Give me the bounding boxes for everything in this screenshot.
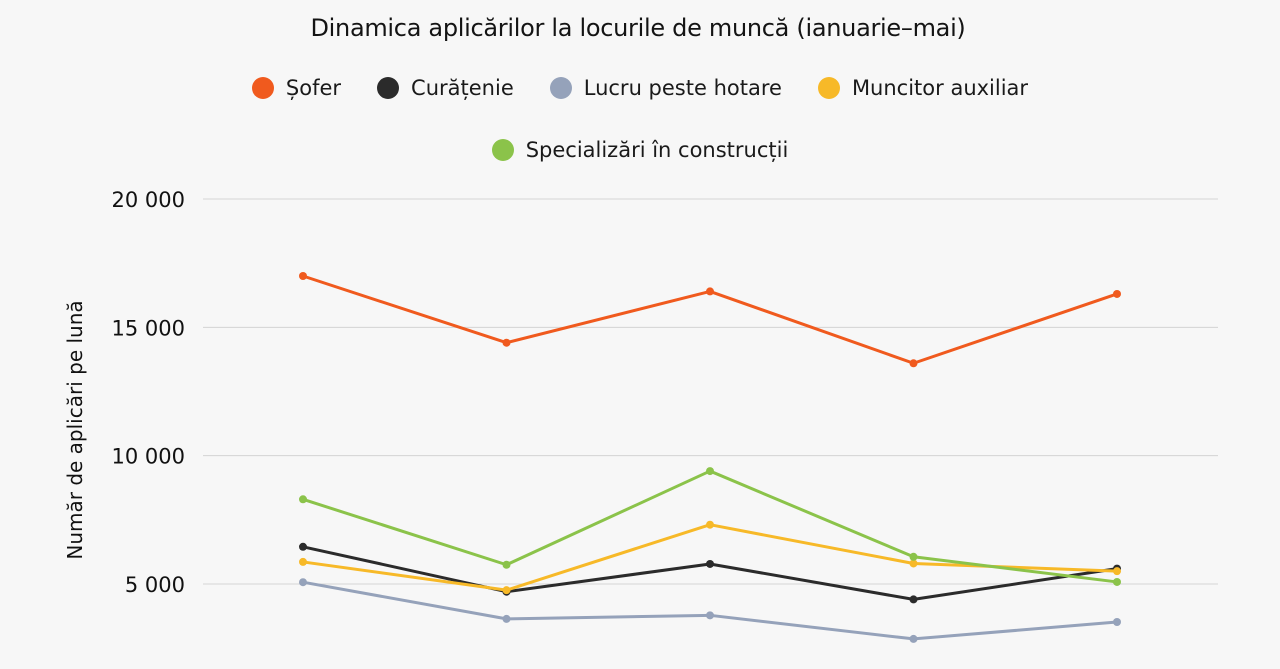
data-point-specializari-constructii[interactable] <box>706 467 714 476</box>
legend-item-sofer[interactable]: Șofer <box>251 76 342 100</box>
data-point-sofer[interactable] <box>909 359 918 368</box>
chart-title: Dinamica aplicărilor la locurile de munc… <box>310 14 966 42</box>
y-axis-ticks: 5 000 10 000 15 000 20 000 <box>112 188 185 597</box>
y-tick-label: 20 000 <box>112 188 185 212</box>
legend-label-curatenie: Curățenie <box>411 76 514 100</box>
series-lucru-peste-hotare <box>299 578 1121 643</box>
legend-row-2: Specializări în construcții <box>0 138 1280 162</box>
data-point-sofer[interactable] <box>706 287 714 296</box>
data-point-muncitor-auxiliar[interactable] <box>706 520 714 529</box>
series-line-curatenie <box>302 545 1118 601</box>
legend-item-specializari-constructii[interactable]: Specializări în construcții <box>491 138 789 162</box>
data-point-specializari-constructii[interactable] <box>502 560 511 569</box>
legend-label-muncitor-auxiliar: Muncitor auxiliar <box>851 76 1029 100</box>
legend-item-lucru-peste-hotare[interactable]: Lucru peste hotare <box>549 76 782 100</box>
data-point-lucru-peste-hotare[interactable] <box>502 614 511 623</box>
data-point-muncitor-auxiliar[interactable] <box>299 557 307 566</box>
data-point-lucru-peste-hotare[interactable] <box>1113 617 1121 626</box>
data-point-curatenie[interactable] <box>299 542 307 551</box>
y-tick-label: 15 000 <box>112 316 185 340</box>
series-curatenie <box>299 542 1121 604</box>
legend-marker-lucru-peste-hotare <box>549 77 572 99</box>
y-axis-label: Număr de aplicări pe lună <box>63 300 87 559</box>
legend-label-sofer: Șofer <box>285 76 342 100</box>
grid-lines <box>203 198 1218 585</box>
data-point-muncitor-auxiliar[interactable] <box>502 586 511 595</box>
y-tick-label: 10 000 <box>112 445 185 469</box>
data-point-lucru-peste-hotare[interactable] <box>706 611 714 620</box>
legend-label-lucru-peste-hotare: Lucru peste hotare <box>583 76 782 100</box>
data-point-muncitor-auxiliar[interactable] <box>909 559 918 568</box>
data-point-lucru-peste-hotare[interactable] <box>909 634 918 643</box>
series-specializari-constructii <box>299 467 1121 586</box>
series-sofer <box>299 272 1121 368</box>
series-muncitor-auxiliar <box>299 520 1121 595</box>
legend-row-1: Șofer Curățenie Lucru peste hotare Munci… <box>0 76 1280 100</box>
legend-label-specializari-constructii: Specializări în construcții <box>525 138 789 162</box>
data-point-muncitor-auxiliar[interactable] <box>1113 567 1121 576</box>
data-point-curatenie[interactable] <box>909 595 918 604</box>
legend-marker-muncitor-auxiliar <box>817 77 840 99</box>
series-line-muncitor-auxiliar <box>302 523 1118 592</box>
series-layer <box>299 272 1121 643</box>
series-line-lucru-peste-hotare <box>302 580 1118 641</box>
legend-marker-specializari-constructii <box>491 139 514 161</box>
legend-item-muncitor-auxiliar[interactable]: Muncitor auxiliar <box>817 76 1029 100</box>
data-point-specializari-constructii[interactable] <box>909 552 918 561</box>
data-point-specializari-constructii[interactable] <box>299 495 307 504</box>
legend-marker-sofer <box>251 77 274 99</box>
data-point-sofer[interactable] <box>1113 289 1121 298</box>
data-point-specializari-constructii[interactable] <box>1113 577 1121 586</box>
legend-item-curatenie[interactable]: Curățenie <box>377 76 514 100</box>
legend-marker-curatenie <box>377 77 400 99</box>
y-tick-label: 5 000 <box>125 573 185 597</box>
data-point-sofer[interactable] <box>299 272 307 280</box>
data-point-curatenie[interactable] <box>706 559 714 568</box>
data-point-lucru-peste-hotare[interactable] <box>299 578 307 587</box>
data-point-sofer[interactable] <box>502 338 511 347</box>
